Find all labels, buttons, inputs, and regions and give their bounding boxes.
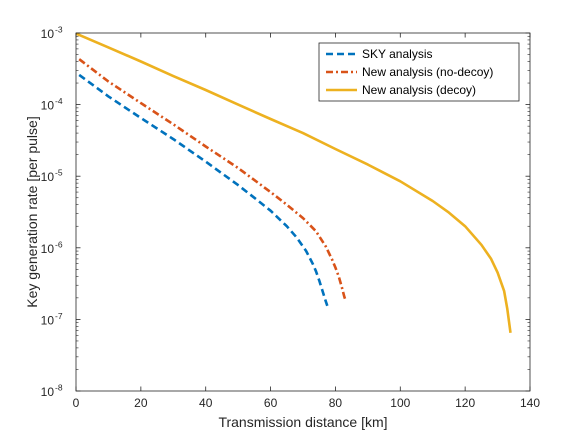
y-tick-exponent: -7 xyxy=(55,311,63,321)
legend-label-1: SKY analysis xyxy=(362,47,432,61)
y-tick-label: 10 xyxy=(41,27,55,41)
y-tick-exponent: -6 xyxy=(55,239,63,249)
x-tick-label: 40 xyxy=(199,396,213,410)
y-tick-label: 10 xyxy=(41,242,55,256)
x-tick-label: 60 xyxy=(264,396,278,410)
x-tick-label: 120 xyxy=(455,396,475,410)
plot-box xyxy=(75,32,531,392)
legend: SKY analysis New analysis (no-decoy) New a… xyxy=(318,42,520,102)
series-layer xyxy=(75,32,512,333)
y-tick-exponent: -4 xyxy=(55,96,63,106)
y-tick-exponent: -3 xyxy=(55,25,63,35)
y-tick-label: 10 xyxy=(41,170,55,184)
y-tick-exponent: -5 xyxy=(55,168,63,178)
y-tick-exponent: -8 xyxy=(55,383,63,393)
x-axis-label: Transmission distance [km] xyxy=(218,414,387,430)
x-tick-label: 140 xyxy=(520,396,540,410)
y-axis-label: Key generation rate [per pulse] xyxy=(24,116,40,307)
series-line-1 xyxy=(78,73,329,307)
x-tick-label: 20 xyxy=(134,396,148,410)
series-line-3 xyxy=(75,32,512,333)
x-tick-label: 80 xyxy=(329,396,343,410)
y-tick-label: 10 xyxy=(41,313,55,327)
legend-label-3: New analysis (decoy) xyxy=(362,83,476,97)
x-tick-label: 0 xyxy=(73,396,80,410)
y-tick-label: 10 xyxy=(41,385,55,399)
series-line-2 xyxy=(78,58,347,300)
x-tick-label: 100 xyxy=(390,396,410,410)
legend-label-2: New analysis (no-decoy) xyxy=(362,65,493,79)
y-tick-label: 10 xyxy=(41,99,55,113)
